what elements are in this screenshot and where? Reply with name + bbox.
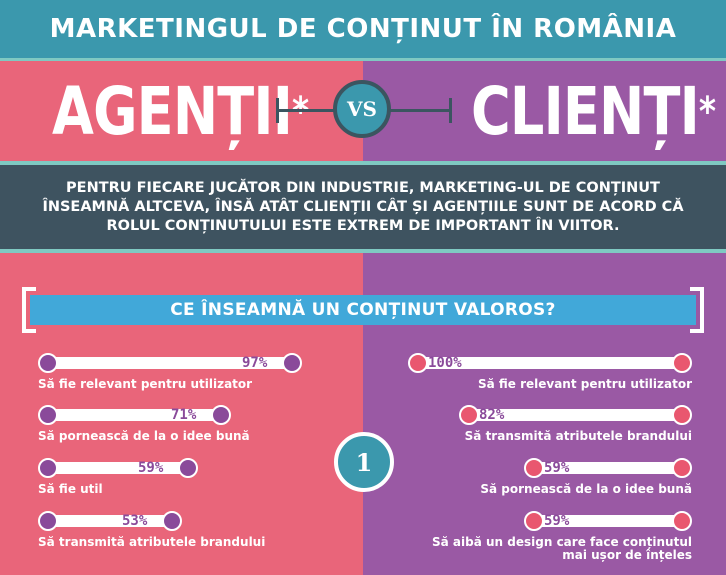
bar-start-dot	[459, 405, 479, 425]
stat-bar	[467, 409, 684, 421]
agency-stat-row: 53% Să transmită atributele brandului	[0, 511, 363, 557]
stat-label: Să pornească de la o idee bună	[480, 482, 692, 496]
bar-start-dot	[38, 458, 58, 478]
question-banner: CE ÎNSEAMNĂ UN CONȚINUT VALOROS?	[22, 287, 704, 333]
bracket-right	[690, 287, 704, 333]
stat-percent: 100%	[428, 355, 462, 371]
bar-end-dot	[162, 511, 182, 531]
stat-bar	[532, 462, 684, 474]
client-stat-row: 82% Să transmită atributele brandului	[0, 405, 726, 455]
question-title: CE ÎNSEAMNĂ UN CONȚINUT VALOROS?	[170, 300, 556, 320]
stat-label: Să pornească de la o idee bună	[38, 429, 250, 443]
clients-asterisk: *	[698, 89, 716, 135]
bar-end-dot	[672, 353, 692, 373]
bar-start-dot	[524, 511, 544, 531]
stat-percent: 82%	[479, 407, 505, 423]
agency-stat-row: 59% Să fie util	[0, 458, 363, 504]
stat-bar	[46, 409, 229, 421]
bar-start-dot	[408, 353, 428, 373]
bar-end-dot	[672, 511, 692, 531]
stat-label: Să fie relevant pentru utilizator	[38, 377, 253, 391]
agencies-heading-text: AGENȚII	[52, 73, 293, 150]
bar-start-dot	[38, 405, 58, 425]
question-bar: CE ÎNSEAMNĂ UN CONȚINUT VALOROS?	[30, 295, 696, 325]
stat-percent: 59%	[544, 513, 570, 529]
section-number-badge: 1	[334, 432, 394, 492]
intro-text: PENTRU FIECARE JUCĂTOR DIN INDUSTRIE, MA…	[42, 179, 684, 234]
stat-bar	[46, 357, 300, 369]
bar-end-dot	[672, 458, 692, 478]
intro-band: PENTRU FIECARE JUCĂTOR DIN INDUSTRIE, MA…	[0, 161, 726, 253]
stat-bar	[416, 357, 684, 369]
bar-end-dot	[282, 353, 302, 373]
stat-label-line2: mai ușor de înțeles	[562, 548, 692, 562]
bar-start-dot	[38, 353, 58, 373]
stat-bar	[532, 515, 684, 527]
stat-label: Să fie util	[38, 482, 103, 496]
client-stat-row: 100% Să fie relevant pentru utilizator	[0, 353, 726, 403]
vs-line-cap-right	[449, 98, 452, 123]
client-stat-row: 59% Să aibă un design care face conținutu…	[0, 511, 726, 562]
clients-heading: CLIENȚI*	[471, 72, 716, 152]
bar-end-dot	[211, 405, 231, 425]
stat-percent: 97%	[242, 355, 268, 371]
vs-badge: VS	[333, 80, 391, 138]
bar-start-dot	[524, 458, 544, 478]
stat-percent: 53%	[122, 513, 148, 529]
stat-bar	[46, 515, 180, 527]
agencies-asterisk: *	[292, 89, 309, 135]
vs-line-left	[276, 109, 336, 112]
stat-label: Să transmită atributele brandului	[38, 535, 266, 549]
client-stat-row: 59% Să pornească de la o idee bună	[0, 458, 726, 508]
bar-end-dot	[178, 458, 198, 478]
stat-label: Să fie relevant pentru utilizator	[477, 377, 692, 391]
stat-label: Să transmită atributele brandului	[464, 429, 692, 443]
bracket-left	[22, 287, 36, 333]
clients-heading-text: CLIENȚI	[471, 73, 700, 150]
bar-end-dot	[672, 405, 692, 425]
stat-label: Să aibă un design care face conținutul	[432, 535, 692, 549]
vs-line-right	[390, 109, 450, 112]
bar-start-dot	[38, 511, 58, 531]
header-banner: MARKETINGUL DE CONȚINUT ÎN ROMÂNIA	[0, 0, 726, 61]
agency-stat-row: 97% Să fie relevant pentru utilizator	[0, 353, 363, 399]
agency-stat-row: 71% Să pornească de la o idee bună	[0, 405, 363, 451]
page-title: MARKETINGUL DE CONȚINUT ÎN ROMÂNIA	[49, 14, 677, 44]
stat-percent: 59%	[138, 460, 164, 476]
agencies-heading: AGENȚII*	[52, 72, 309, 152]
stat-bar	[46, 462, 196, 474]
stat-percent: 71%	[171, 407, 197, 423]
stat-percent: 59%	[544, 460, 570, 476]
